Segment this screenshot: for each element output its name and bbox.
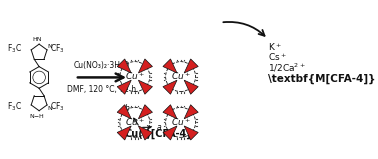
Polygon shape [163, 105, 177, 119]
Circle shape [166, 107, 195, 137]
Polygon shape [184, 80, 198, 94]
Text: a: a [156, 123, 161, 132]
Polygon shape [163, 80, 177, 94]
Polygon shape [184, 105, 198, 119]
Text: HN: HN [33, 38, 42, 42]
Text: DMF, 120 °C, 72 h: DMF, 120 °C, 72 h [67, 85, 136, 94]
Text: Cu$^+$: Cu$^+$ [125, 71, 145, 82]
Polygon shape [138, 105, 152, 119]
Polygon shape [117, 80, 131, 94]
Text: $\mathsf{CF_3}$: $\mathsf{CF_3}$ [50, 42, 65, 55]
Text: Cu$^+$: Cu$^+$ [170, 71, 191, 82]
FancyArrowPatch shape [223, 22, 265, 36]
Polygon shape [117, 59, 131, 73]
Polygon shape [117, 126, 131, 140]
Polygon shape [163, 59, 177, 73]
Polygon shape [138, 59, 152, 73]
Polygon shape [184, 126, 198, 140]
Text: 1/2Ca$^{2+}$: 1/2Ca$^{2+}$ [268, 61, 306, 74]
Text: Cu$^+$: Cu$^+$ [125, 117, 145, 128]
Text: $\mathsf{F_3C}$: $\mathsf{F_3C}$ [8, 100, 22, 113]
Polygon shape [163, 126, 177, 140]
Polygon shape [138, 80, 152, 94]
Text: Cu(I)[CFA-4]: Cu(I)[CFA-4] [124, 129, 191, 139]
Text: \textbf{M[CFA-4]}: \textbf{M[CFA-4]} [268, 74, 375, 84]
Polygon shape [184, 59, 198, 73]
Circle shape [166, 62, 195, 92]
Text: N: N [47, 106, 52, 111]
Text: Cs$^+$: Cs$^+$ [268, 52, 287, 63]
Text: Cu(NO₃)₂·3H₂O: Cu(NO₃)₂·3H₂O [74, 61, 130, 70]
Text: Cu$^+$: Cu$^+$ [170, 117, 191, 128]
Circle shape [120, 62, 150, 92]
Text: N: N [47, 44, 52, 49]
Text: N$-$H: N$-$H [29, 112, 45, 120]
Text: b: b [125, 104, 130, 113]
Circle shape [120, 107, 150, 137]
Text: $\mathsf{F_3C}$: $\mathsf{F_3C}$ [8, 42, 22, 55]
Polygon shape [117, 105, 131, 119]
Text: K$^+$: K$^+$ [268, 42, 282, 53]
Polygon shape [138, 126, 152, 140]
Text: $\mathsf{CF_3}$: $\mathsf{CF_3}$ [50, 100, 65, 113]
